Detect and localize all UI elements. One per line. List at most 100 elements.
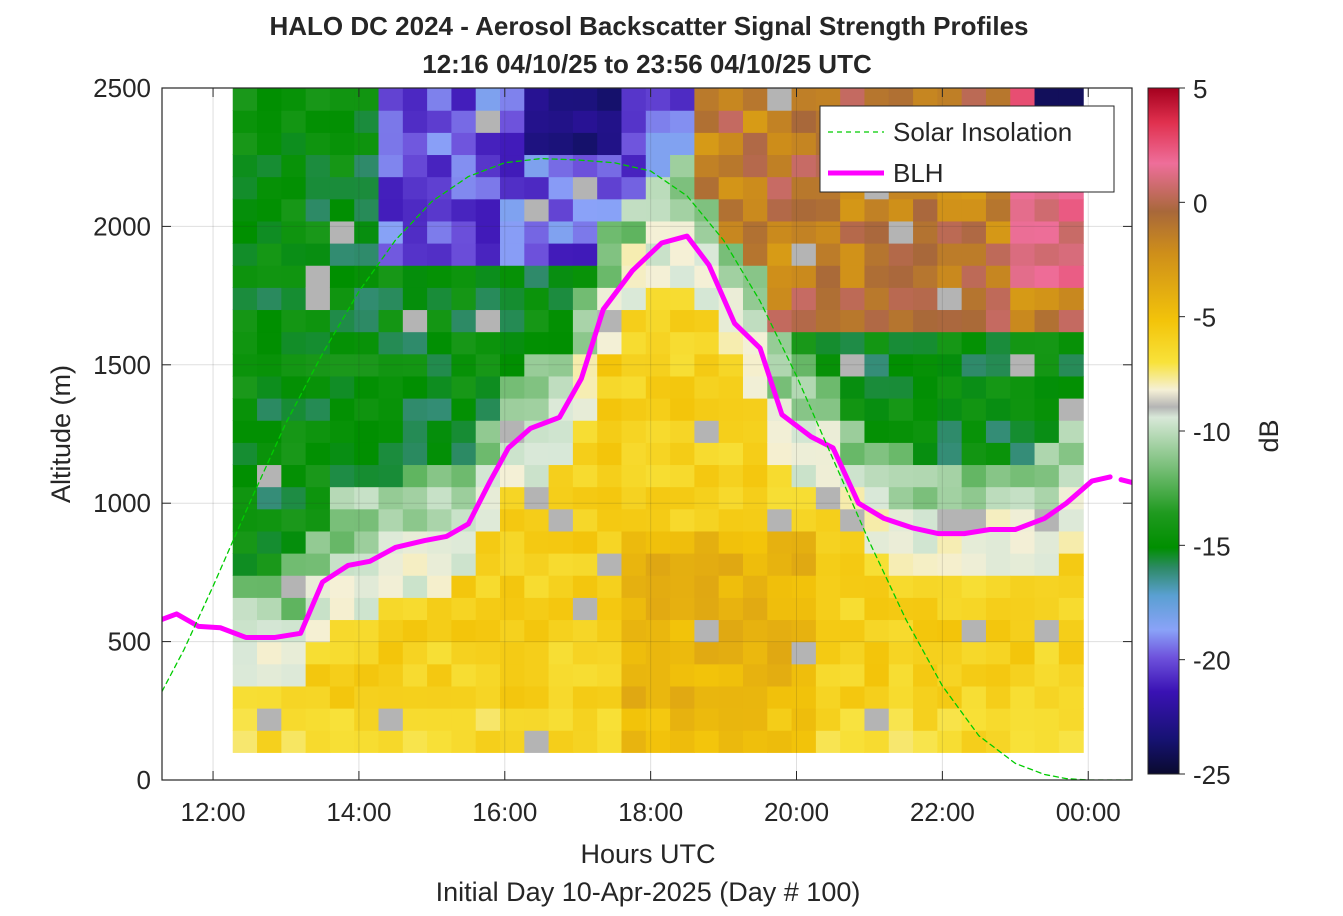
heatmap-cell (548, 154, 574, 178)
heatmap-cell (937, 464, 963, 488)
colorbar-label: dB (1254, 419, 1284, 452)
heatmap-cell (985, 553, 1011, 576)
heatmap-cell (475, 243, 501, 266)
heatmap-cell (742, 420, 768, 443)
heatmap-cell (257, 220, 282, 244)
heatmap-cell (402, 420, 428, 443)
heatmap-cell (305, 486, 331, 510)
heatmap-cell (621, 442, 647, 466)
heatmap-cell (572, 464, 598, 488)
heatmap-cell (791, 486, 817, 510)
heatmap-cell (1058, 619, 1084, 643)
heatmap-cell (257, 641, 282, 665)
heatmap-cell (913, 685, 938, 709)
heatmap-cell (451, 597, 477, 621)
heatmap-cell (791, 353, 817, 377)
heatmap-cell (937, 575, 963, 598)
heatmap-cell (645, 176, 671, 200)
heatmap-cell (427, 176, 453, 200)
heatmap-cell (524, 685, 550, 709)
heatmap-cell (548, 110, 574, 133)
heatmap-cell (670, 88, 695, 111)
heatmap-cell (1010, 265, 1036, 288)
heatmap-cell (1058, 88, 1084, 111)
heatmap-cell (645, 132, 671, 156)
heatmap-cell (985, 508, 1011, 532)
heatmap-cell (1034, 353, 1060, 377)
heatmap-cell (670, 110, 695, 133)
heatmap-cell (305, 619, 331, 643)
heatmap-cell (888, 486, 914, 510)
heatmap-cell (378, 420, 404, 443)
heatmap-cell (1034, 375, 1060, 399)
heatmap-cell (937, 508, 963, 532)
heatmap-cell (815, 508, 841, 532)
blh-line (1118, 477, 1132, 485)
heatmap-cell (281, 287, 307, 311)
heatmap-cell (451, 420, 477, 443)
heatmap-cell (742, 287, 768, 311)
heatmap-cell (670, 287, 695, 311)
heatmap-cell (840, 685, 866, 709)
heatmap-cell (694, 110, 720, 133)
heatmap-cell (937, 553, 963, 576)
heatmap-cell (815, 375, 841, 399)
heatmap-cell (694, 508, 720, 532)
heatmap-cell (281, 530, 307, 554)
heatmap-cell (597, 508, 623, 532)
heatmap-cell (597, 154, 623, 178)
heatmap-cell (888, 553, 914, 576)
heatmap-cell (402, 708, 428, 731)
legend-blh-label: BLH (893, 158, 944, 188)
heatmap-cell (645, 154, 671, 178)
heatmap-cell (329, 243, 355, 266)
heatmap-cell (305, 708, 331, 731)
heatmap-cell (888, 287, 914, 311)
heatmap-cell (913, 575, 938, 598)
heatmap-cell (815, 486, 841, 510)
heatmap-cell (961, 220, 987, 244)
heatmap-cell (475, 685, 501, 709)
heatmap-cell (670, 464, 695, 488)
heatmap-cell (913, 619, 938, 643)
heatmap-cell (232, 641, 258, 665)
heatmap-cell (548, 176, 574, 200)
heatmap-cell (985, 309, 1011, 333)
heatmap-cell (864, 243, 890, 266)
heatmap-cell (500, 154, 525, 178)
heatmap-cell (1010, 530, 1036, 554)
heatmap-cell (451, 398, 477, 421)
heatmap-cell (864, 597, 890, 621)
heatmap-cell (427, 287, 453, 311)
heatmap-cell (329, 530, 355, 554)
heatmap-cell (402, 220, 428, 244)
heatmap-cell (670, 575, 695, 598)
heatmap-cell (354, 508, 380, 532)
heatmap-cell (961, 553, 987, 576)
heatmap-cell (1010, 420, 1036, 443)
heatmap-cell (281, 243, 307, 266)
heatmap-cell (694, 243, 720, 266)
heatmap-cell (621, 265, 647, 288)
heatmap-cell (791, 88, 817, 111)
heatmap-cell (621, 619, 647, 643)
heatmap-cell (670, 154, 695, 178)
heatmap-cell (354, 353, 380, 377)
heatmap-cell (791, 575, 817, 598)
heatmap-cell (888, 663, 914, 687)
heatmap-cell (354, 243, 380, 266)
heatmap-cell (864, 398, 890, 421)
heatmap-cell (767, 553, 793, 576)
heatmap-cell (281, 220, 307, 244)
heatmap-cell (645, 220, 671, 244)
heatmap-cell (742, 553, 768, 576)
legend-box (819, 105, 1115, 193)
heatmap-cell (961, 464, 987, 488)
heatmap-cell (402, 353, 428, 377)
heatmap-cell (597, 88, 623, 111)
colorbar-tick-label: 0 (1193, 188, 1207, 218)
heatmap-cell (913, 243, 938, 266)
heatmap-cell (621, 110, 647, 133)
